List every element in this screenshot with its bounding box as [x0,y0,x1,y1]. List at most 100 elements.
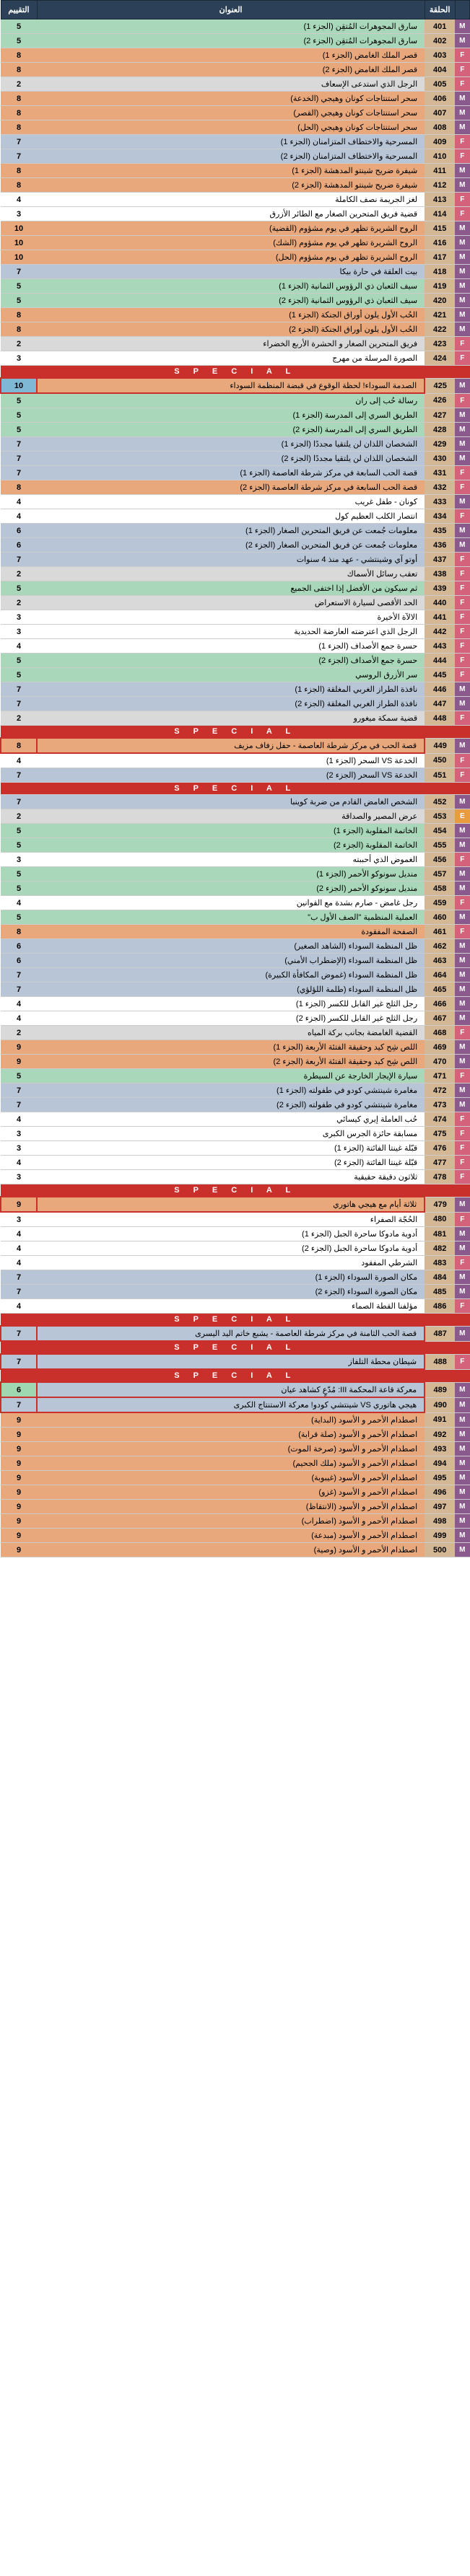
marker-cell: F [455,1069,469,1083]
episode-number: 433 [425,495,455,509]
episode-number: 423 [425,337,455,351]
episode-row: M402سارق المجوهرات المُتقِن (الجزء 2)5 [1,34,470,48]
episode-rating: 8 [1,164,37,178]
episode-rating: 4 [1,896,37,910]
episode-row: F413لغز الجريمة نصف الكاملة4 [1,193,470,207]
episode-row: F424الصورة المرسلة من مهرج3 [1,351,470,366]
episode-number: 438 [425,567,455,581]
episode-title: اصطدام الأحمر و الأسود (اضطراب) [37,1514,425,1529]
episode-number: 475 [425,1127,455,1141]
episode-row: M496اصطدام الأحمر و الأسود (غزو)9 [1,1485,470,1500]
special-divider: S P E C I A L [1,783,470,795]
episode-row: M422الحُب الأول يلون أوراق الجنكة (الجزء… [1,322,470,337]
episode-row: M417الروح الشريرة تظهر في يوم مشؤوم (الح… [1,250,470,265]
episode-row: M492اصطدام الأحمر و الأسود (صلة قرابة)9 [1,1428,470,1442]
episode-title: الصفحة المفقودة [37,925,425,939]
episode-row: M418بيت العلقة في حارة بيكا7 [1,265,470,279]
episode-title: ظل المنظمة السوداء (الشاهد الصغير) [37,939,425,954]
marker-cell: M [455,1098,469,1112]
marker-cell: M [455,538,469,553]
episode-row: F426رسالة حُب إلى ران5 [1,393,470,408]
episode-title: الصورة المرسلة من مهرج [37,351,425,366]
episode-title: الخاتمة المقلوبة (الجزء 2) [37,838,425,853]
episode-number: 402 [425,34,455,48]
episode-rating: 4 [1,509,37,524]
episode-title: الطريق السري إلى المدرسة (الجزء 2) [37,423,425,437]
episode-rating: 5 [1,910,37,925]
episode-title: شيفرة ضريح شينتو المدهشة (الجزء 1) [37,164,425,178]
episode-row: F423فريق المتحرين الصغار و الحشرة الأربع… [1,337,470,351]
episode-row: M447نافذة الطراز الغربي المغلقة (الجزء 2… [1,697,470,711]
marker-cell: E [455,809,469,824]
episode-title: الرجل الذي استدعى الإسعاف [37,77,425,92]
episode-number: 414 [425,207,455,221]
episode-rating: 5 [1,668,37,682]
episode-number: 467 [425,1011,455,1026]
episode-row: M494اصطدام الأحمر و الأسود (ملك الجحيم)9 [1,1456,470,1471]
episode-title: الشرطي المفقود [37,1256,425,1270]
episode-row: M463ظل المنظمة السوداء (الإضطراب الأمني)… [1,954,470,968]
title-header: العنوان [37,1,425,19]
episode-row: M490هيجي هاتوري VS شينتشي كودو! معركة ال… [1,1397,470,1412]
episode-row: M446نافذة الطراز الغربي المغلقة (الجزء 1… [1,682,470,697]
episode-rating: 8 [1,308,37,322]
episode-title: الالآة الأخيرة [37,610,425,625]
episode-title: حسرة جمع الأصداف (الجزء 2) [37,654,425,668]
episode-rating: 8 [1,322,37,337]
episode-title: الحُب الأول يلون أوراق الجنكة (الجزء 1) [37,308,425,322]
episode-number: 473 [425,1098,455,1112]
marker-cell: F [455,48,469,63]
episode-title: قضية سمكة ميغورو [37,711,425,726]
episode-number: 468 [425,1026,455,1040]
episode-row: M455الخاتمة المقلوبة (الجزء 2)5 [1,838,470,853]
episode-number: 494 [425,1456,455,1471]
marker-cell: F [455,1112,469,1127]
episode-title: سارق المجوهرات المُتقِن (الجزء 2) [37,34,425,48]
episode-rating: 6 [1,538,37,553]
episode-row: F414قضية فريق المتحرين الصغار مع الطائر … [1,207,470,221]
episode-row: M485مكان الصورة السوداء (الجزء 2)7 [1,1285,470,1299]
episode-number: 474 [425,1112,455,1127]
episode-row: M469اللص شِح كيد وحقيقة الفتئة الأربعة (… [1,1040,470,1055]
episode-rating: 9 [1,1442,37,1456]
episode-number: 425 [425,378,455,393]
episode-title: الرجل الذي اعترضته العارضة الحديدية [37,625,425,639]
episode-title: المسرحية والاختطاف المتزامنان (الجزء 1) [37,135,425,149]
episode-rating: 2 [1,596,37,610]
episode-row: M449قصة الحب في مركز شرطة العاصمة - حفل … [1,738,470,753]
marker-cell: F [455,466,469,480]
episode-rating: 7 [1,1285,37,1299]
episode-title: اصطدام الأحمر و الأسود (غيبوبة) [37,1471,425,1485]
episode-rating: 4 [1,1241,37,1256]
episode-rating: 5 [1,654,37,668]
episode-number: 483 [425,1256,455,1270]
episode-number: 443 [425,639,455,654]
episode-title: حُب العاملة إيري كيسائي [37,1112,425,1127]
episode-rating: 8 [1,48,37,63]
episode-number: 426 [425,393,455,408]
marker-cell: M [455,838,469,853]
marker-cell: M [455,1543,469,1557]
episode-row: F468القضية الغامضة بجانب بركة المياه2 [1,1026,470,1040]
episode-number: 418 [425,265,455,279]
special-divider: S P E C I A L [1,1369,470,1382]
episode-rating: 3 [1,207,37,221]
episode-title: ظل المنظمة السوداء (غموض المكافأة الكبير… [37,968,425,983]
marker-cell: F [455,1212,469,1227]
episode-number: 435 [425,524,455,538]
episode-row: M401سارق المجوهرات المُتقِن (الجزء 1)5 [1,19,470,34]
episode-row: M479ثلاثة أيام مع هيجي هاتوري9 [1,1197,470,1212]
marker-cell: M [455,1514,469,1529]
episode-row: M465ظل المنظمة السوداء (طلمة اللؤلؤي)7 [1,983,470,997]
episode-number: 424 [425,351,455,366]
episode-rating: 6 [1,524,37,538]
episode-row: F461الصفحة المفقودة8 [1,925,470,939]
marker-cell: F [455,625,469,639]
marker-cell: M [455,178,469,193]
episode-title: أوتو آي وشينتشي - عهد منذ 4 سنوات [37,553,425,567]
episode-title: الحُجّة الصفراء [37,1212,425,1227]
special-divider: S P E C I A L [1,1314,470,1327]
episode-rating: 4 [1,1011,37,1026]
episode-title: قبّلة غينتا الفائتة (الجزء 2) [37,1156,425,1170]
marker-cell: M [455,19,469,34]
